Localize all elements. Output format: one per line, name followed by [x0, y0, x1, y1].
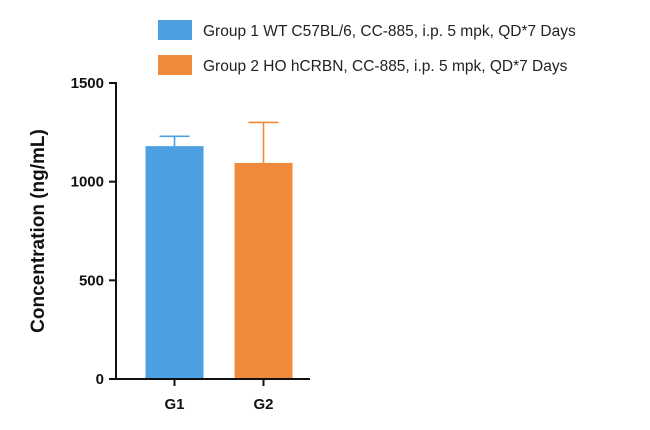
legend-label: Group 1 WT C57BL/6, CC-885, i.p. 5 mpk, … — [203, 23, 576, 40]
legend: Group 1 WT C57BL/6, CC-885, i.p. 5 mpk, … — [158, 20, 576, 75]
legend-swatch — [158, 20, 192, 40]
legend-label: Group 2 HO hCRBN, CC-885, i.p. 5 mpk, QD… — [203, 58, 568, 75]
y-axis-title: Concentration (ng/mL) — [28, 129, 49, 333]
bar-g2 — [234, 162, 293, 379]
axes-group: 0 500 1000 1500 G1 G2 — [71, 75, 310, 413]
y-tick-label: 1500 — [71, 75, 104, 92]
bars-group — [145, 146, 293, 379]
x-tick-label: G2 — [253, 396, 273, 413]
y-tick-label: 1000 — [71, 174, 104, 191]
error-bars-group — [159, 121, 279, 163]
y-tick-label: 0 — [96, 371, 104, 388]
legend-swatch — [158, 55, 192, 75]
y-tick-label: 500 — [79, 272, 104, 289]
bar-g1 — [145, 146, 204, 379]
x-tick-label: G1 — [164, 396, 184, 413]
